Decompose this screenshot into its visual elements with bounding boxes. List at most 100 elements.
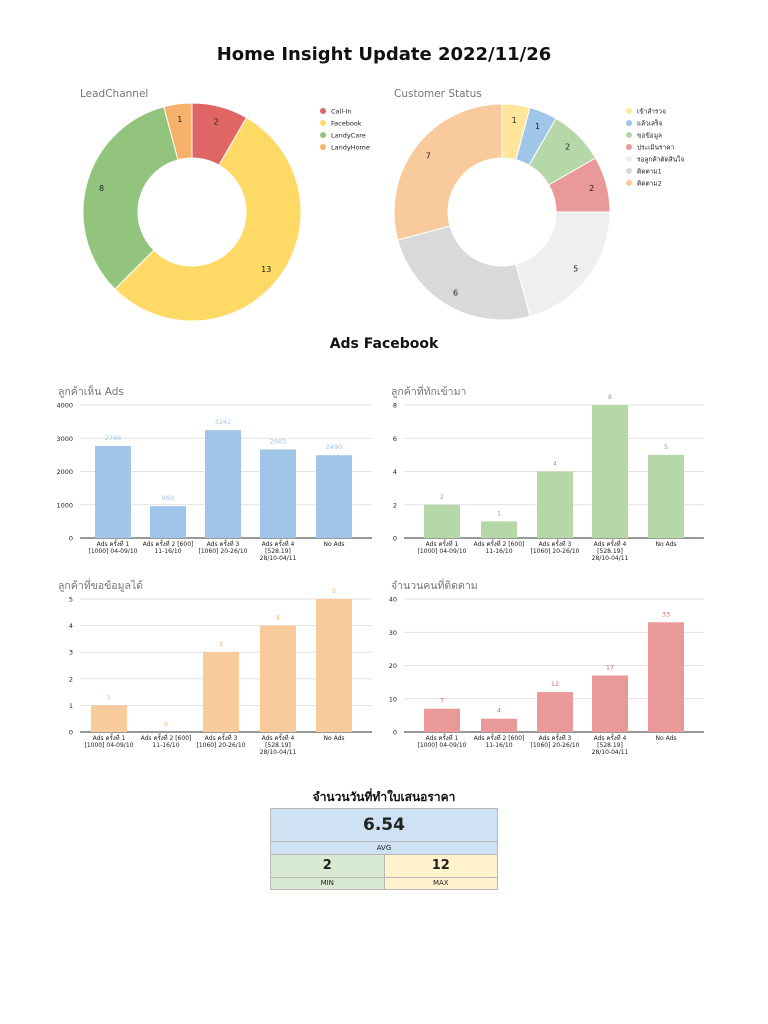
x-tick-label: [528.19] xyxy=(265,742,291,749)
x-tick-label: [1060] 20-26/10 xyxy=(197,742,246,749)
x-tick-label: Ads ครั้งที่ 3 xyxy=(539,732,572,742)
bar xyxy=(260,625,296,732)
y-tick-label: 8 xyxy=(393,402,397,410)
x-tick-label: No Ads xyxy=(656,735,677,742)
x-tick-label: Ads ครั้งที่ 1 xyxy=(426,538,459,548)
data-label: 1 xyxy=(107,693,111,701)
data-label: 7 xyxy=(440,697,444,705)
data-label: 5 xyxy=(332,587,336,595)
x-tick-label: No Ads xyxy=(324,541,345,548)
lead-channel-chart: 2 13 8 1 Call-In Facebook LandyCare LandyHome xyxy=(82,102,370,322)
bar-followups-title: จำนวนคนที่ติดตาม xyxy=(391,580,478,592)
x-tick-label: [1060] 20-26/10 xyxy=(531,742,580,749)
x-tick-label: 11-16/10 xyxy=(154,548,181,555)
ads-section-title: Ads Facebook xyxy=(329,336,439,352)
page-title: Home Insight Update 2022/11/26 xyxy=(216,44,552,65)
x-tick-label: Ads ครั้งที่ 3 xyxy=(539,538,572,548)
x-tick-label: 28/10-04/11 xyxy=(260,749,297,756)
x-tick-label: [528.19] xyxy=(597,548,623,555)
data-label: 0 xyxy=(164,720,168,728)
pie-slice-label: 1 xyxy=(177,115,182,124)
x-tick-label: [1060] 20-26/10 xyxy=(531,548,580,555)
bar xyxy=(424,504,460,538)
x-tick-label: 28/10-04/11 xyxy=(592,749,629,756)
y-tick-label: 1 xyxy=(69,702,73,710)
legend-swatch xyxy=(320,108,326,114)
data-label: 960 xyxy=(162,494,174,502)
bar xyxy=(260,449,296,538)
bar-followups-chart: 0 10 20 30 40 7 Ads ครั้งที่ 1[1000] 04-09/10 4… xyxy=(389,596,704,756)
data-label: 3 xyxy=(219,640,223,648)
x-tick-label: [1060] 20-26/10 xyxy=(199,548,248,555)
y-tick-label: 10 xyxy=(389,695,397,703)
bar xyxy=(648,622,684,732)
legend-label: Call-In xyxy=(331,108,352,116)
data-label: 2766 xyxy=(105,434,122,442)
x-tick-label: Ads ครั้งที่ 3 xyxy=(207,538,240,548)
pie-slice-LandyHome xyxy=(163,102,193,161)
y-tick-label: 20 xyxy=(389,662,397,670)
y-tick-label: 2000 xyxy=(56,468,73,476)
data-label: 8 xyxy=(608,393,612,401)
y-tick-label: 4000 xyxy=(56,402,73,410)
legend-swatch xyxy=(320,132,326,138)
x-tick-label: Ads ครั้งที่ 3 xyxy=(205,732,238,742)
bar-contacts-title: ลูกค้าที่ทักเข้ามา xyxy=(391,386,467,398)
customer-status-title: Customer Status xyxy=(394,88,482,100)
y-tick-label: 0 xyxy=(393,535,397,543)
bar xyxy=(537,692,573,732)
x-tick-label: Ads ครั้งที่ 1 xyxy=(93,732,126,742)
x-tick-label: Ads ครั้งที่ 2 [600] xyxy=(474,732,525,742)
bar xyxy=(592,675,628,732)
bar xyxy=(150,506,186,538)
x-tick-label: Ads ครั้งที่ 2 [600] xyxy=(143,538,194,548)
pie-slice-label: 13 xyxy=(261,265,271,274)
y-tick-label: 6 xyxy=(393,435,397,443)
x-tick-label: [1000] 04-09/10 xyxy=(89,548,138,555)
bar xyxy=(203,652,239,732)
data-label: 3242 xyxy=(215,418,232,426)
x-tick-label: Ads ครั้งที่ 4 xyxy=(594,732,627,742)
lead-channel-title: LeadChannel xyxy=(80,88,149,100)
x-tick-label: [1000] 04-09/10 xyxy=(418,742,467,749)
bar xyxy=(95,446,131,538)
x-tick-label: 28/10-04/11 xyxy=(260,555,297,562)
x-tick-label: 11-16/10 xyxy=(485,548,512,555)
y-tick-label: 4 xyxy=(393,468,397,476)
data-label: 4 xyxy=(276,614,280,622)
x-tick-label: 28/10-04/11 xyxy=(592,555,629,562)
x-tick-label: [1000] 04-09/10 xyxy=(85,742,134,749)
y-tick-label: 2 xyxy=(393,501,397,509)
x-tick-label: 11-16/10 xyxy=(485,742,512,749)
y-tick-label: 40 xyxy=(389,596,397,604)
legend-label: LandyHome xyxy=(331,144,370,152)
y-tick-label: 5 xyxy=(69,596,73,604)
x-tick-label: Ads ครั้งที่ 4 xyxy=(262,732,295,742)
pie-slice-Facebook xyxy=(114,116,302,322)
y-tick-label: 4 xyxy=(69,622,73,630)
bar xyxy=(316,599,352,732)
legend-label: LandyCare xyxy=(331,132,366,140)
data-label: 4 xyxy=(497,707,501,715)
x-tick-label: Ads ครั้งที่ 2 [600] xyxy=(474,538,525,548)
bar xyxy=(481,521,517,538)
y-tick-label: 3000 xyxy=(56,435,73,443)
x-tick-label: Ads ครั้งที่ 1 xyxy=(426,732,459,742)
bar-info-title: ลูกค้าที่ขอข้อมูลได้ xyxy=(58,580,144,592)
y-tick-label: 1000 xyxy=(56,501,73,509)
x-tick-label: Ads ครั้งที่ 4 xyxy=(262,538,295,548)
data-label: 2663 xyxy=(270,437,287,445)
bar xyxy=(537,471,573,538)
data-label: 4 xyxy=(553,460,557,468)
x-tick-label: No Ads xyxy=(656,541,677,548)
max-label: MAX xyxy=(384,878,497,889)
data-label: 17 xyxy=(606,663,614,671)
bar xyxy=(648,454,684,538)
kpi-scorecard: 6.54 AVG 2 12 MIN MAX xyxy=(270,808,498,890)
x-tick-label: Ads ครั้งที่ 4 xyxy=(594,538,627,548)
pie-slice-LandyCare xyxy=(82,106,179,290)
x-tick-label: No Ads xyxy=(324,735,345,742)
bar xyxy=(91,705,127,732)
bar xyxy=(316,455,352,538)
bar xyxy=(592,405,628,538)
